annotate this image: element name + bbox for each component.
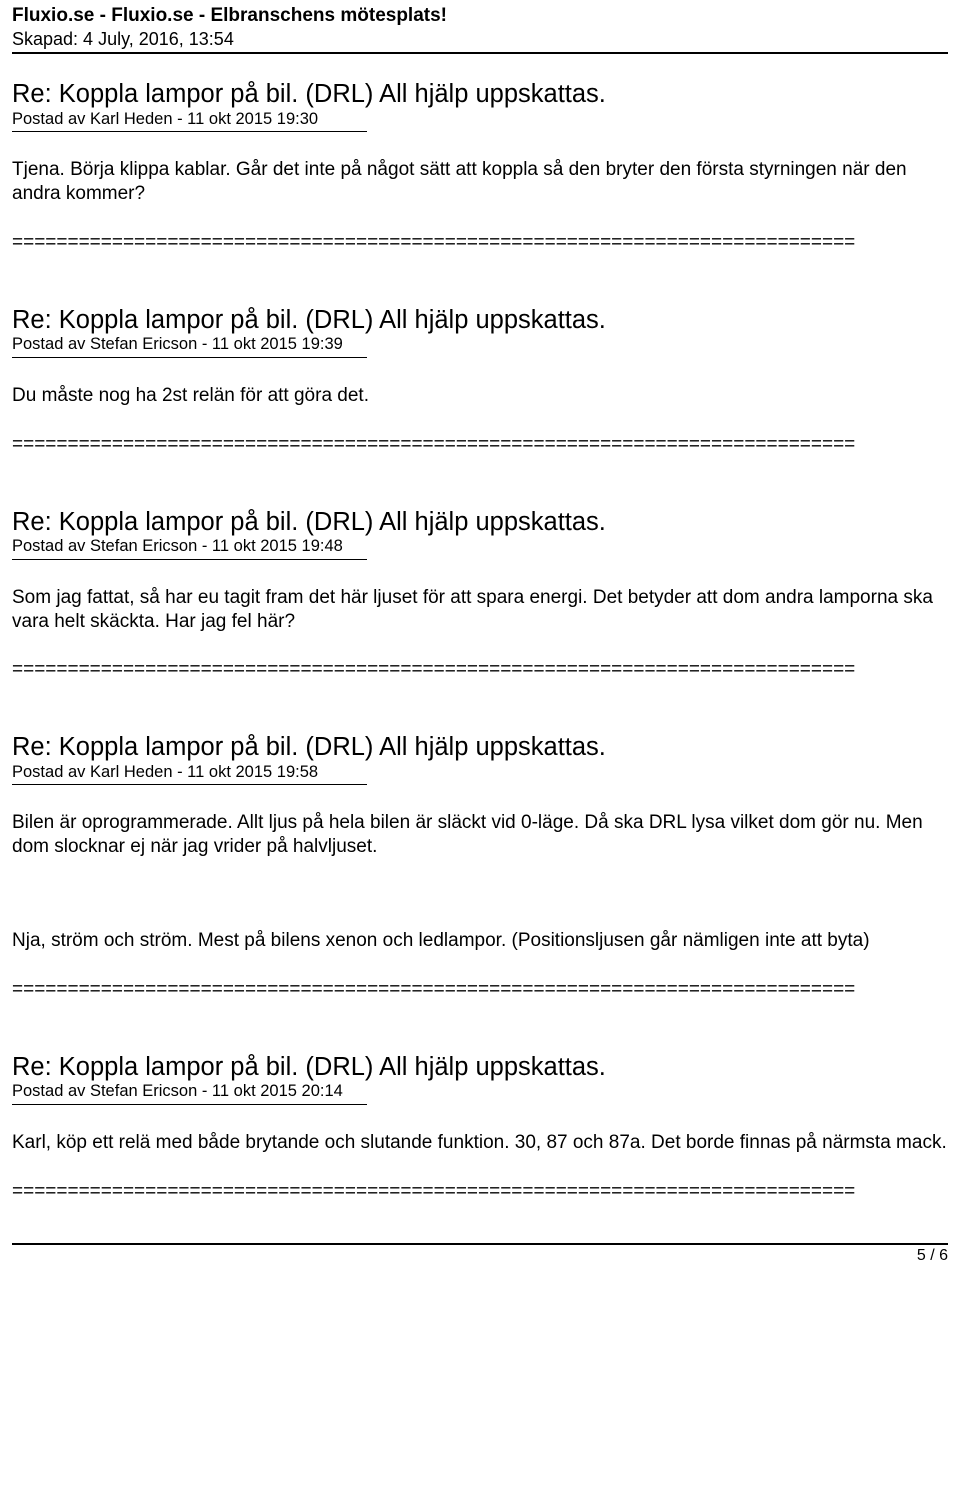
post-divider (12, 1104, 367, 1105)
post-meta: Postad av Karl Heden - 11 okt 2015 19:30 (12, 110, 948, 130)
post-meta: Postad av Stefan Ericson - 11 okt 2015 2… (12, 1082, 948, 1102)
created-timestamp: Skapad: 4 July, 2016, 13:54 (12, 28, 948, 51)
post-divider (12, 357, 367, 358)
post-divider (12, 559, 367, 560)
page-root: Fluxio.se - Fluxio.se - Elbranschens möt… (0, 0, 960, 1277)
post-body: Du måste nog ha 2st relän för att göra d… (12, 384, 948, 408)
post-item: Re: Koppla lampor på bil. (DRL) All hjäl… (12, 733, 948, 1000)
page-header: Fluxio.se - Fluxio.se - Elbranschens möt… (12, 4, 948, 54)
post-item: Re: Koppla lampor på bil. (DRL) All hjäl… (12, 306, 948, 456)
page-number: 5 / 6 (12, 1247, 948, 1265)
page-footer: 5 / 6 (12, 1243, 948, 1265)
post-title: Re: Koppla lampor på bil. (DRL) All hjäl… (12, 733, 948, 762)
post-title: Re: Koppla lampor på bil. (DRL) All hjäl… (12, 508, 948, 537)
post-item: Re: Koppla lampor på bil. (DRL) All hjäl… (12, 80, 948, 254)
post-divider (12, 784, 367, 785)
post-separator: ========================================… (12, 434, 948, 456)
post-separator: ========================================… (12, 659, 948, 681)
post-divider (12, 131, 367, 132)
post-title: Re: Koppla lampor på bil. (DRL) All hjäl… (12, 306, 948, 335)
footer-divider (12, 1243, 948, 1245)
post-list: Re: Koppla lampor på bil. (DRL) All hjäl… (12, 80, 948, 1202)
post-meta: Postad av Stefan Ericson - 11 okt 2015 1… (12, 537, 948, 557)
post-body: Bilen är oprogrammerade. Allt ljus på he… (12, 811, 948, 859)
post-meta: Postad av Stefan Ericson - 11 okt 2015 1… (12, 335, 948, 355)
header-divider (12, 52, 948, 54)
post-body: Som jag fattat, så har eu tagit fram det… (12, 586, 948, 634)
post-item: Re: Koppla lampor på bil. (DRL) All hjäl… (12, 1053, 948, 1203)
post-title: Re: Koppla lampor på bil. (DRL) All hjäl… (12, 80, 948, 109)
post-body-extra: Nja, ström och ström. Mest på bilens xen… (12, 929, 948, 953)
site-title: Fluxio.se - Fluxio.se - Elbranschens möt… (12, 4, 948, 28)
post-separator: ========================================… (12, 979, 948, 1001)
post-meta: Postad av Karl Heden - 11 okt 2015 19:58 (12, 763, 948, 783)
post-body: Karl, köp ett relä med både brytande och… (12, 1131, 948, 1155)
post-title: Re: Koppla lampor på bil. (DRL) All hjäl… (12, 1053, 948, 1082)
post-item: Re: Koppla lampor på bil. (DRL) All hjäl… (12, 508, 948, 682)
post-separator: ========================================… (12, 1181, 948, 1203)
post-body: Tjena. Börja klippa kablar. Går det inte… (12, 158, 948, 206)
post-separator: ========================================… (12, 232, 948, 254)
